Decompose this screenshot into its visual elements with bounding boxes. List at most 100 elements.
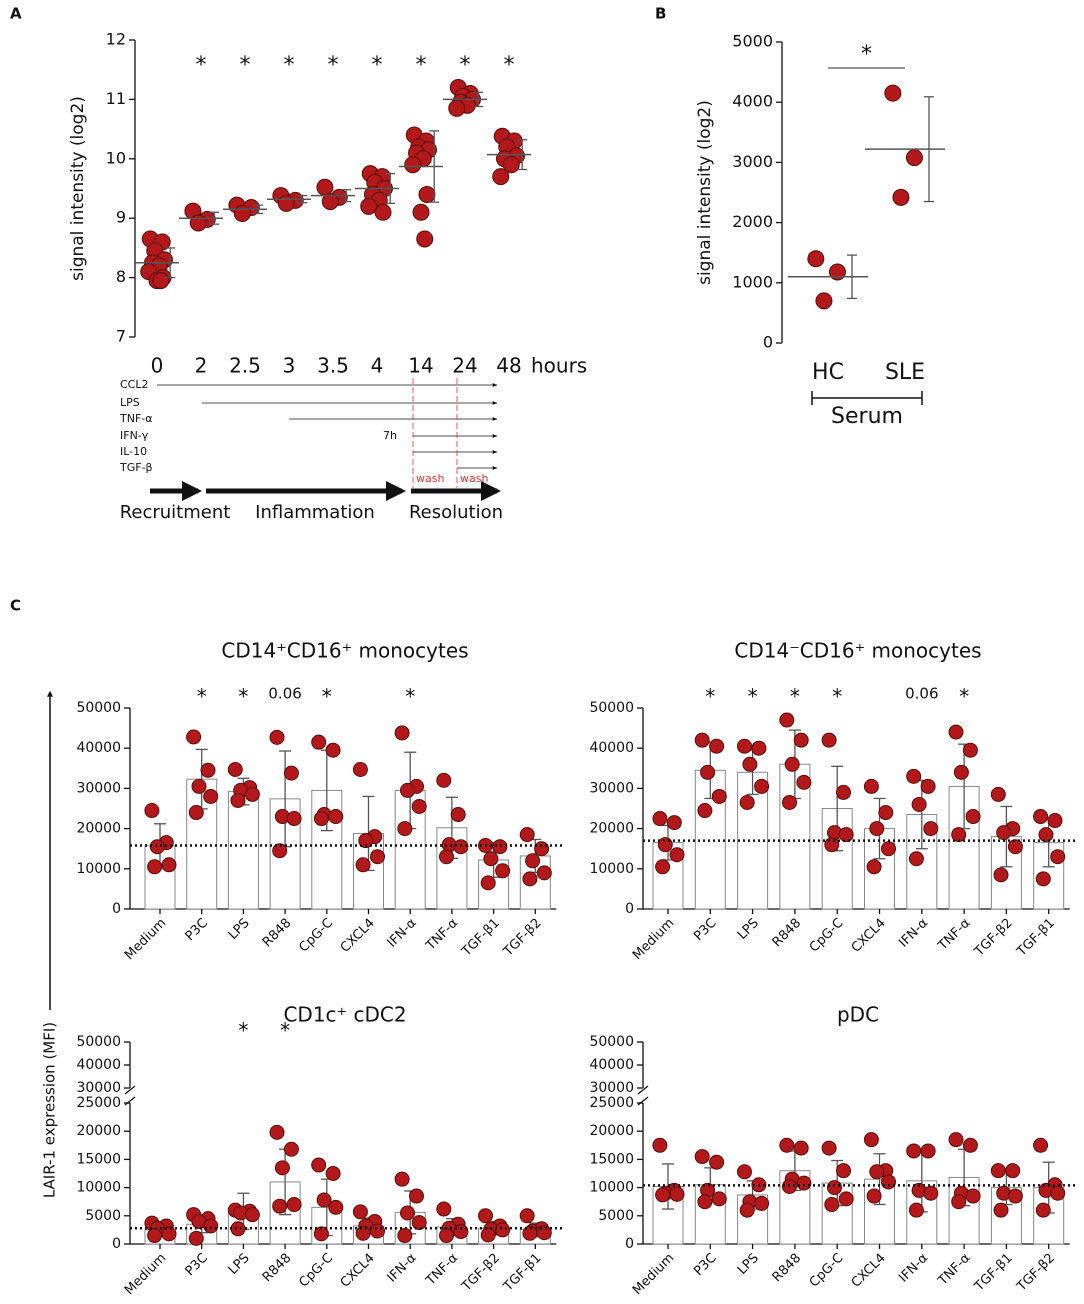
data-point <box>655 1187 671 1203</box>
y-tick-label: 25000 <box>589 1095 634 1111</box>
data-point <box>274 1160 290 1176</box>
data-point <box>993 1202 1009 1218</box>
data-point <box>838 1191 854 1207</box>
data-point <box>358 833 374 849</box>
significance: * <box>322 685 332 709</box>
data-point <box>269 1124 285 1140</box>
data-point <box>1033 809 1049 825</box>
data-point <box>272 843 288 859</box>
data-point <box>652 811 668 827</box>
data-point <box>394 725 410 741</box>
data-point <box>824 1197 840 1213</box>
data-point <box>869 1164 885 1180</box>
x-tick-label: 0 <box>151 354 164 378</box>
x-tick-label: P3C <box>183 916 211 944</box>
x-tick-label: Medium <box>122 916 169 963</box>
data-point <box>911 796 927 812</box>
data-point <box>394 1171 410 1187</box>
data-point <box>779 712 795 728</box>
x-tick-label: TGF-β2 <box>1014 1251 1058 1295</box>
data-point <box>397 1228 413 1244</box>
y-tick-label: 30000 <box>76 780 121 796</box>
x-tick-label: LPS <box>226 1251 253 1278</box>
x-tick-label: TGF-β1 <box>500 1251 544 1295</box>
data-point <box>948 1132 964 1148</box>
data-point <box>355 857 371 873</box>
data-point <box>1038 827 1054 843</box>
x-tick-label: CpG-C <box>807 916 847 956</box>
data-point <box>697 803 713 819</box>
x-tick-label: HC <box>812 360 844 385</box>
data-point <box>244 786 260 802</box>
data-point <box>782 794 797 810</box>
data-point <box>480 875 496 891</box>
y-tick-label: 40000 <box>76 740 121 756</box>
x-tick-label: LPS <box>735 1251 762 1278</box>
x-tick-label: LPS <box>226 916 253 943</box>
y-tick-label: 3000 <box>732 152 773 171</box>
y-tick-label: 40000 <box>589 1057 634 1073</box>
data-point <box>397 821 413 837</box>
data-point <box>821 732 837 748</box>
x-tick-label: R848 <box>770 916 805 951</box>
x-tick-label: CXCL4 <box>338 916 378 956</box>
significance: * <box>832 685 842 709</box>
data-point <box>920 1143 936 1159</box>
data-point <box>186 729 202 745</box>
treatment-label: IFN-γ <box>120 429 149 442</box>
x-tick-label: P3C <box>691 1251 719 1279</box>
treatment-label: TNF-α <box>119 412 153 425</box>
x-tick-label: R848 <box>770 1251 805 1286</box>
data-point <box>374 203 392 221</box>
data-point <box>355 1225 371 1241</box>
x-tick-label: TGF-β2 <box>500 916 544 960</box>
significance: * <box>197 685 207 709</box>
data-point <box>233 204 251 222</box>
data-point <box>436 1201 452 1217</box>
data-point <box>878 805 894 821</box>
data-point <box>230 1221 246 1237</box>
data-point <box>796 1175 812 1191</box>
x-tick-label: TGF-β2 <box>459 1251 503 1295</box>
data-point <box>316 1192 332 1208</box>
significance: * <box>238 1019 248 1043</box>
data-point <box>666 815 682 831</box>
data-point <box>1005 1163 1021 1179</box>
y-tick-label: 30000 <box>76 1080 121 1096</box>
treatment-label: LPS <box>120 396 140 409</box>
x-tick-label: TNF-α <box>935 916 973 954</box>
data-point <box>436 772 452 788</box>
data-point <box>502 156 520 174</box>
x-tick-label: TGF-β1 <box>459 916 503 960</box>
x-tick-label: TGF-β1 <box>971 1251 1015 1295</box>
data-point <box>352 1204 368 1220</box>
y-tick-label: 20000 <box>589 1123 634 1139</box>
chart-title: CD1c⁺ cDC2 <box>283 1003 406 1027</box>
data-point <box>697 1194 713 1210</box>
data-point <box>827 1180 842 1196</box>
delay-label: 7h <box>383 429 397 442</box>
y-tick-label: 0 <box>625 1236 634 1252</box>
chart-title: pDC <box>837 1003 879 1027</box>
data-point <box>286 811 302 827</box>
data-point <box>534 841 550 857</box>
data-point <box>144 803 160 819</box>
data-point <box>694 732 710 748</box>
data-point <box>404 156 422 174</box>
data-point <box>450 807 466 823</box>
y-tick-label: 0 <box>112 1236 121 1252</box>
y-tick-label: 50000 <box>589 700 634 716</box>
x-tick-label: CpG-C <box>296 1251 336 1291</box>
y-tick-label: 11 <box>106 89 126 108</box>
data-point <box>866 859 882 875</box>
data-point <box>669 847 685 863</box>
significance: * <box>504 53 515 78</box>
x-tick-label: TNF-α <box>423 1251 461 1289</box>
x-tick-label: 14 <box>408 354 433 378</box>
chart-title: CD14⁺CD16⁺ monocytes <box>221 639 468 663</box>
data-point <box>244 1207 260 1223</box>
data-point <box>411 798 427 814</box>
axis-break <box>637 1096 649 1106</box>
shared-y-label: LAIR-1 expression (MFI) <box>41 1022 59 1198</box>
